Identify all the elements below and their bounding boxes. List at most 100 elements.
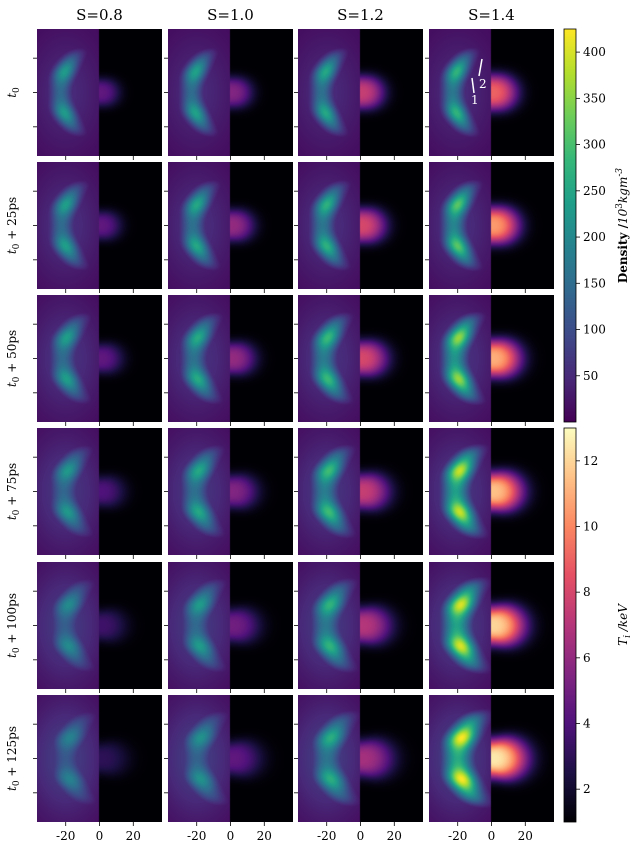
field-image [37, 428, 162, 555]
x-tick-label: 20 [126, 829, 141, 843]
colorbar-bar [563, 28, 577, 423]
annotation-label-1: 1 [471, 93, 479, 107]
field-image [429, 295, 554, 422]
field-image [298, 162, 423, 289]
x-tick-label: 0 [227, 829, 235, 843]
field-image [37, 295, 162, 422]
colorbar-tick-label: 50 [583, 369, 598, 383]
panel-S=1.2-t_0+75ps [294, 428, 423, 559]
panel-S=1.0-t_0+25ps [164, 162, 293, 293]
field-image [298, 695, 423, 822]
panel-S=1.0-t_0+75ps [164, 428, 293, 559]
field-image [168, 428, 293, 555]
x-tick-label: 20 [518, 829, 533, 843]
x-axis-ticks: -20 0 20 -20 0 20 -20 0 20 -20 0 20 [56, 829, 533, 843]
panel-S=1.4-t_0+125ps [425, 695, 554, 826]
colorbar-tick-label: 100 [583, 323, 606, 337]
colorbar-tick-label: 8 [583, 585, 591, 599]
panel-S=0.8-t_0 [33, 29, 162, 160]
field-image [168, 695, 293, 822]
x-tick-label: -20 [317, 829, 336, 843]
field-image [429, 162, 554, 289]
field-image [168, 562, 293, 689]
colorbar-tick-label: 6 [583, 651, 591, 665]
colorbar-tick-label: 200 [583, 230, 606, 244]
panel-S=1.4-t_0+100ps [425, 562, 554, 693]
x-tick-label: 0 [96, 829, 104, 843]
panel-S=1.4-t_0+25ps [425, 162, 554, 293]
field-image [37, 695, 162, 822]
field-image [429, 562, 554, 689]
panel-S=1.4-t_0+50ps [425, 295, 554, 426]
field-image [429, 428, 554, 555]
field-image [168, 162, 293, 289]
x-tick-label: -20 [448, 829, 467, 843]
x-tick-label: 0 [488, 829, 496, 843]
annotation-label-2: 2 [479, 77, 487, 91]
colorbar-tick-label: 10 [583, 520, 598, 534]
panel-S=0.8-t_0+100ps [33, 562, 162, 693]
annotations: 12 [471, 58, 487, 107]
row-label: t0 + 75ps [5, 463, 22, 520]
field-image [37, 162, 162, 289]
field-image [298, 562, 423, 689]
panel-S=0.8-t_0+75ps [33, 428, 162, 559]
annotation-line-1 [471, 77, 475, 94]
colorbar-tick-label: 4 [583, 717, 591, 731]
panel-S=1.0-t_0+50ps [164, 295, 293, 426]
column-title: S=0.8 [76, 6, 123, 24]
colorbar-label: Ti /keV [616, 603, 633, 646]
x-tick-label: 20 [387, 829, 402, 843]
field-image [429, 695, 554, 822]
column-title: S=1.2 [337, 6, 384, 24]
x-tick-label: 20 [257, 829, 272, 843]
row-label: t0 + 125ps [5, 726, 22, 791]
row-label: t0 + 25ps [5, 197, 22, 254]
panel-S=1.2-t_0 [294, 29, 423, 160]
field-image [37, 562, 162, 689]
panel-S=1.0-t_0 [164, 29, 293, 160]
panel-S=0.8-t_0+25ps [33, 162, 162, 293]
annotation-line-2 [478, 58, 483, 77]
row-label: t0 + 100ps [5, 593, 22, 658]
colorbar-tick-label: 2 [583, 782, 591, 796]
field-image [298, 295, 423, 422]
column-titles: S=0.8 S=1.0 S=1.2 S=1.4 [76, 6, 515, 24]
panel-S=1.0-t_0+125ps [164, 695, 293, 826]
field-image [429, 29, 554, 156]
column-title: S=1.4 [468, 6, 515, 24]
ion-temperature-colorbar: 2 4 6 8 10 12 Ti /keV [563, 427, 633, 823]
panel-S=1.2-t_0+100ps [294, 562, 423, 693]
panel-S=1.0-t_0+100ps [164, 562, 293, 693]
colorbar-bar [563, 427, 577, 823]
field-image [298, 428, 423, 555]
panel-S=0.8-t_0+125ps [33, 695, 162, 826]
panel-S=1.4-t_0 [425, 29, 554, 160]
x-tick-label: -20 [187, 829, 206, 843]
density-colorbar: 50 100 150 200 250 300 350 400 Density /103kgm-3 [563, 28, 630, 423]
colorbar-tick-label: 150 [583, 276, 606, 290]
field-image [37, 29, 162, 156]
field-image [168, 295, 293, 422]
panel-S=1.2-t_0+25ps [294, 162, 423, 293]
field-image [168, 29, 293, 156]
x-tick-label: -20 [56, 829, 75, 843]
panel-S=0.8-t_0+50ps [33, 295, 162, 426]
panel-S=1.4-t_0+75ps [425, 428, 554, 559]
row-label: t0 + 50ps [5, 330, 22, 387]
column-title: S=1.0 [207, 6, 254, 24]
row-label: t0 [5, 87, 22, 98]
colorbar-tick-label: 400 [583, 45, 606, 59]
colorbar-tick-label: 12 [583, 454, 598, 468]
panel-S=1.2-t_0+50ps [294, 295, 423, 426]
colorbar-tick-label: 250 [583, 184, 606, 198]
colorbar-tick-label: 300 [583, 138, 606, 152]
panel-S=1.2-t_0+125ps [294, 695, 423, 826]
colorbar-tick-label: 350 [583, 91, 606, 105]
colorbar-label: Density /103kgm-3 [615, 168, 630, 284]
row-labels: t0 t0 + 25ps t0 + 50ps t0 + 75ps t0 + 100ps t… [5, 87, 22, 791]
field-image [298, 29, 423, 156]
x-tick-label: 0 [357, 829, 365, 843]
panel-grid [33, 29, 554, 826]
